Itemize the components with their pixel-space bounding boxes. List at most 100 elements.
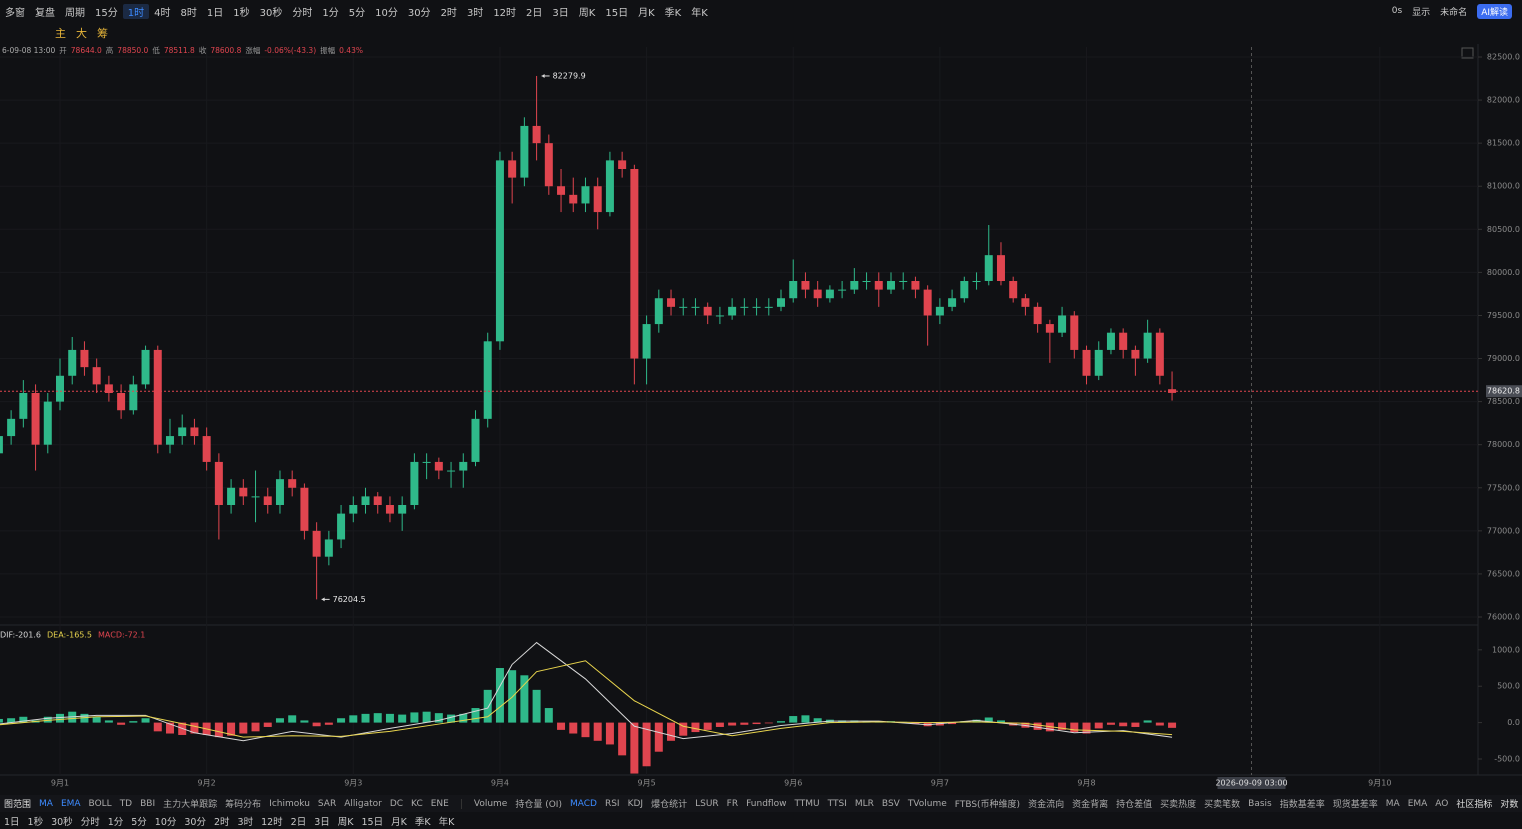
main-indicator[interactable]: MA [39, 798, 53, 809]
macd-bar [337, 718, 346, 723]
period-item[interactable]: 5分 [131, 817, 147, 828]
main-indicator[interactable]: EMA [60, 798, 81, 809]
sub-indicator[interactable]: 指数基差率 [1279, 800, 1325, 810]
toolbar-item[interactable]: 3时 [466, 7, 484, 19]
draw-tool[interactable]: 大 [76, 27, 87, 40]
toolbar-item[interactable]: 2日 [526, 7, 543, 19]
period-item[interactable]: 3时 [237, 817, 254, 828]
sub-indicator[interactable]: AO [1435, 798, 1449, 809]
period-item[interactable]: 2时 [213, 817, 230, 828]
sub-indicator[interactable]: Volume [473, 798, 508, 809]
toolbar-item[interactable]: 4时 [154, 7, 171, 19]
main-indicator[interactable]: KC [411, 798, 423, 809]
sub-indicator[interactable]: TVolume [907, 798, 947, 809]
main-indicator[interactable]: BBI [140, 798, 156, 809]
sub-indicator[interactable]: FR [726, 798, 739, 809]
draw-tool[interactable]: 主 [55, 27, 66, 40]
toolbar-item[interactable]: 15分 [95, 7, 118, 19]
sub-indicator[interactable]: Fundflow [746, 798, 787, 809]
main-indicator[interactable]: Ichimoku [269, 798, 310, 809]
sub-indicator[interactable]: MLR [854, 798, 874, 809]
toolbar-item[interactable]: 5分 [348, 7, 366, 19]
candle-body [569, 194, 578, 204]
toolbar-item[interactable]: 3日 [552, 7, 569, 19]
period-item[interactable]: 15日 [361, 817, 384, 828]
toolbar-item[interactable]: AI解读 [1477, 3, 1512, 19]
sub-indicator[interactable]: 买卖热度 [1160, 800, 1197, 810]
toolbar-item[interactable]: 周期 [65, 7, 85, 19]
toolbar-item[interactable]: 1分 [322, 7, 339, 19]
sub-indicator[interactable]: 资金背离 [1072, 800, 1109, 810]
indicator-range[interactable]: 图范围 [4, 800, 32, 810]
toolbar-item[interactable]: 季K [664, 7, 682, 19]
toolbar-item[interactable]: 2时 [440, 7, 457, 19]
period-item[interactable]: 周K [337, 817, 354, 828]
toolbar-item[interactable]: 1时 [122, 3, 150, 19]
toolbar-item[interactable]: 30秒 [259, 7, 283, 19]
toolbar-item[interactable]: 12时 [493, 7, 517, 19]
draw-tool[interactable]: 筹 [97, 27, 108, 40]
period-item[interactable]: 3日 [314, 817, 330, 828]
sub-indicator[interactable]: MACD [569, 798, 597, 809]
macd-bar [324, 722, 333, 725]
toolbar-item[interactable]: 未命名 [1440, 7, 1468, 18]
main-indicator[interactable]: TD [119, 798, 133, 809]
macd-bar [520, 675, 529, 723]
sub-indicator[interactable]: 持仓量 (OI) [515, 800, 562, 810]
sub-indicator[interactable]: EMA [1407, 798, 1428, 809]
toolbar-item[interactable]: 显示 [1412, 7, 1431, 18]
main-indicator[interactable]: 筹码分布 [225, 800, 262, 810]
toolbar-item[interactable]: 8时 [180, 7, 197, 19]
main-indicator[interactable]: SAR [317, 798, 337, 809]
period-item[interactable]: 月K [391, 817, 407, 828]
main-indicator[interactable]: BOLL [88, 798, 112, 809]
sub-indicator[interactable]: KDJ [627, 798, 644, 809]
period-item[interactable]: 季K [414, 817, 431, 828]
sub-indicator[interactable]: MA [1385, 798, 1400, 809]
sub-indicator[interactable]: 资金流向 [1028, 800, 1065, 810]
sub-indicator[interactable]: Basis [1248, 798, 1272, 809]
expand-icon[interactable] [1461, 47, 1474, 59]
period-item[interactable]: 1秒 [27, 817, 44, 828]
period-item[interactable]: 1日 [4, 817, 20, 828]
sub-indicator[interactable]: FTBS(币种维度) [954, 800, 1021, 810]
period-item[interactable]: 分时 [80, 817, 100, 828]
candle-body [300, 487, 309, 531]
period-item[interactable]: 12时 [261, 817, 283, 828]
macd-bar [642, 722, 651, 767]
toolbar-item[interactable]: 1日 [206, 7, 224, 19]
toolbar-item[interactable]: 分时 [292, 7, 313, 19]
toolbar-item[interactable]: 10分 [375, 7, 398, 19]
period-item[interactable]: 1分 [107, 817, 124, 828]
sub-indicator[interactable]: RSI [604, 798, 620, 809]
toolbar-item[interactable]: 月K [638, 7, 655, 19]
sub-indicator[interactable]: TTMU [794, 798, 820, 809]
indicator-option[interactable]: 对数 [1500, 800, 1519, 810]
sub-indicator[interactable]: LSUR [695, 798, 719, 809]
toolbar-item[interactable]: 复盘 [35, 7, 55, 19]
period-item[interactable]: 30秒 [51, 817, 73, 828]
sub-indicator[interactable]: 爆仓统计 [651, 800, 688, 810]
macd-bar [581, 722, 590, 738]
toolbar-item[interactable]: 多窗 [5, 7, 25, 19]
period-item[interactable]: 10分 [154, 817, 177, 828]
toolbar-item[interactable]: 15日 [605, 7, 629, 19]
main-indicator[interactable]: Alligator [344, 798, 382, 809]
sub-indicator[interactable]: 买卖笔数 [1204, 800, 1241, 810]
sub-indicator[interactable]: TTSI [827, 798, 847, 809]
toolbar-item[interactable]: 年K [691, 7, 708, 19]
sub-indicator[interactable]: 现货基差率 [1332, 800, 1378, 810]
indicator-option[interactable]: 社区指标 [1456, 800, 1493, 810]
toolbar-item[interactable]: 1秒 [233, 7, 250, 19]
toolbar-item[interactable]: 周K [578, 7, 596, 19]
period-item[interactable]: 2日 [290, 817, 307, 828]
main-indicator[interactable]: ENE [430, 798, 449, 809]
sub-indicator[interactable]: 持仓差值 [1116, 800, 1153, 810]
period-item[interactable]: 30分 [184, 817, 206, 828]
main-indicator[interactable]: DC [389, 798, 404, 809]
toolbar-item[interactable]: 30分 [407, 7, 431, 19]
period-item[interactable]: 年K [438, 817, 455, 828]
toolbar-item[interactable]: 0s [1391, 6, 1403, 16]
sub-indicator[interactable]: BSV [881, 798, 900, 809]
main-indicator[interactable]: 主力大单跟踪 [163, 800, 218, 810]
